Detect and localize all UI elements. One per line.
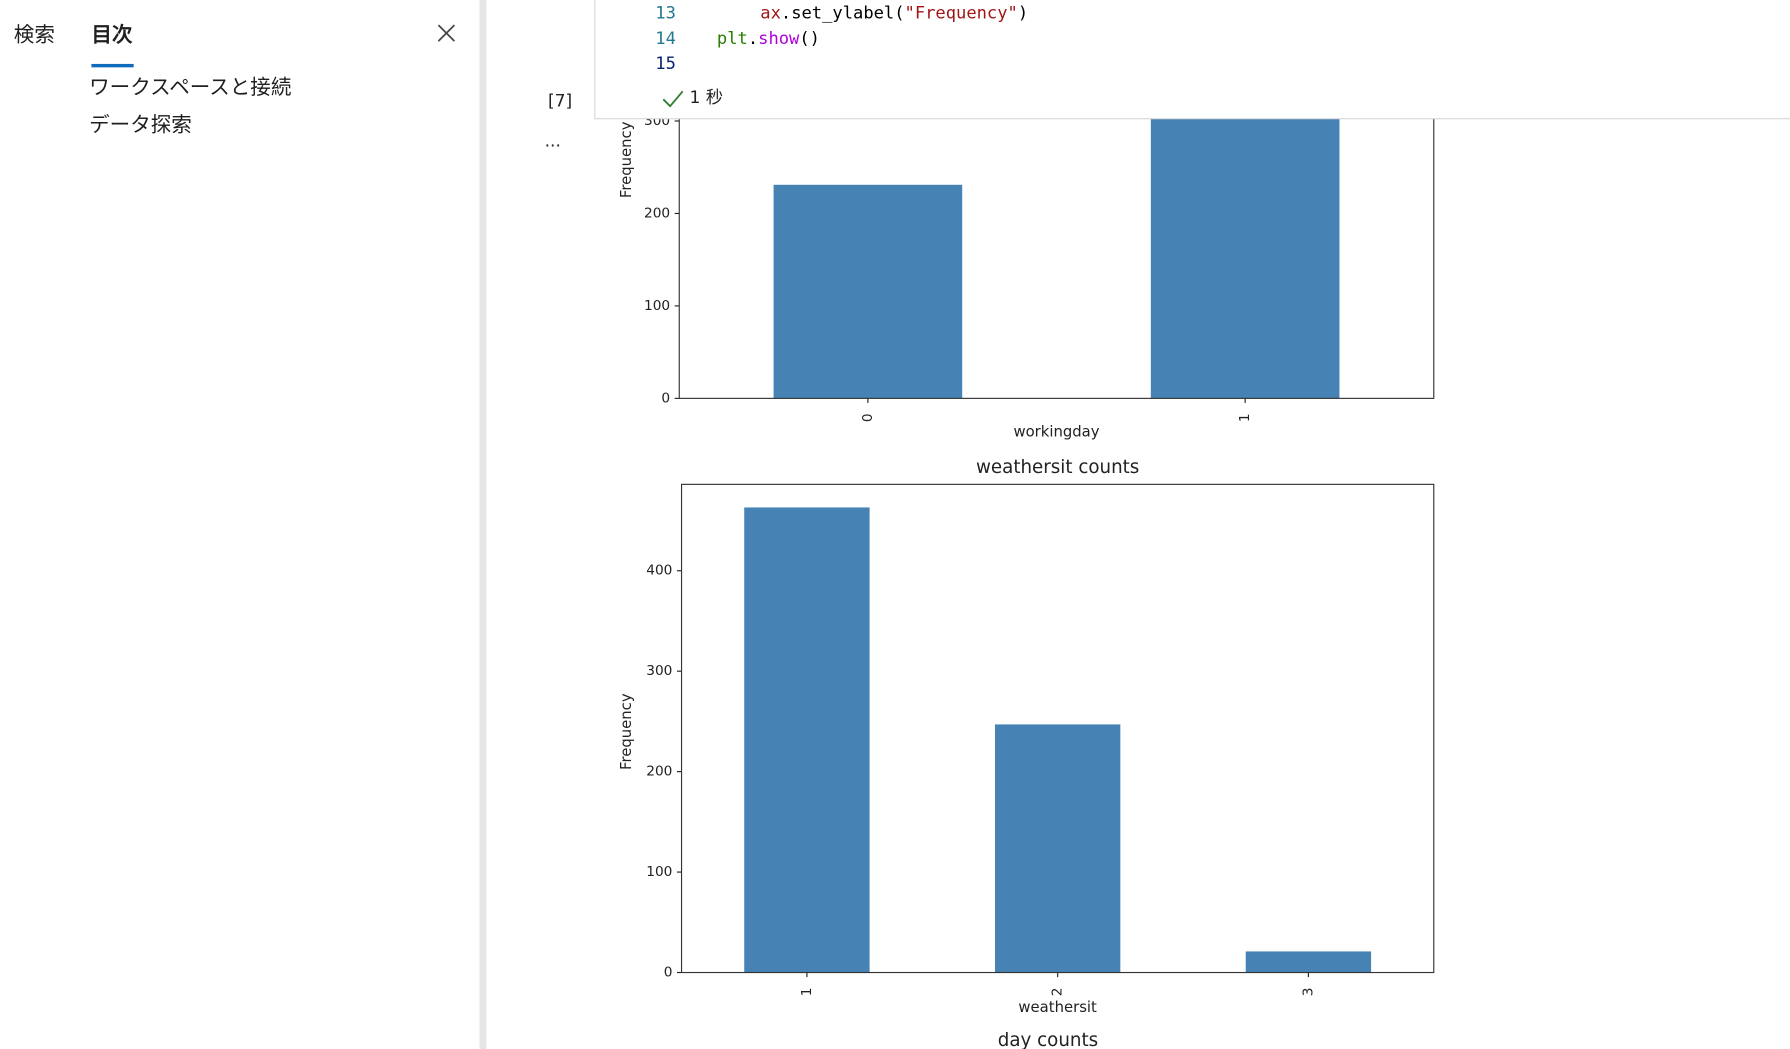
output-charts: 0 1 0 100 200 300 workingday Frequency weathersi… [618,0,1435,1049]
code-line: 15 [655,54,676,74]
x-tick-label: 3 [1300,988,1316,997]
code-cell[interactable] [594,0,1790,120]
run-status: 1 秒 [690,88,723,108]
output-menu[interactable]: ... [545,132,561,152]
code-line: 14 plt.show() [655,29,820,49]
y-tick-label: 200 [644,205,670,221]
code-line: 13 ax.set_ylabel("Frequency") [655,4,1028,24]
close-button[interactable] [437,24,456,42]
chart-title: weathersit counts [976,457,1139,478]
x-axis-label: workingday [1013,424,1099,441]
x-tick-label: 2 [1050,988,1066,997]
toc-item[interactable]: ワークスペースと接続 [89,75,291,99]
y-tick-label: 100 [644,298,670,314]
bar [1245,951,1372,973]
sidebar-divider [479,0,487,1049]
bar [994,724,1121,973]
x-tick-label: 1 [1237,413,1253,422]
axes-frame [678,0,1435,399]
chart-title: day counts [998,1030,1098,1049]
y-tick-label: 0 [661,390,670,406]
y-axis-label: Frequency [618,693,635,770]
execution-count: [7] [548,92,572,112]
y-tick-label: 0 [664,965,673,981]
y-tick-label: 200 [646,764,672,780]
tab-underline [91,63,134,68]
status-check [662,90,684,108]
tab-toc[interactable]: 目次 [91,22,133,46]
y-axis-label: Frequency [618,121,635,198]
x-axis-label: weathersit [1018,999,1097,1016]
y-tick-label: 300 [646,663,672,679]
y-tick-label: 100 [646,864,672,880]
axes-frame [680,483,1435,974]
x-tick-label: 1 [799,988,815,997]
sidebar [0,0,480,1049]
tab-search[interactable]: 検索 [14,22,55,46]
x-tick-label: 0 [860,413,876,422]
y-tick-label: 400 [646,563,672,579]
toc-item[interactable]: データ探索 [89,113,192,137]
bar [773,184,963,399]
bar [744,507,870,973]
